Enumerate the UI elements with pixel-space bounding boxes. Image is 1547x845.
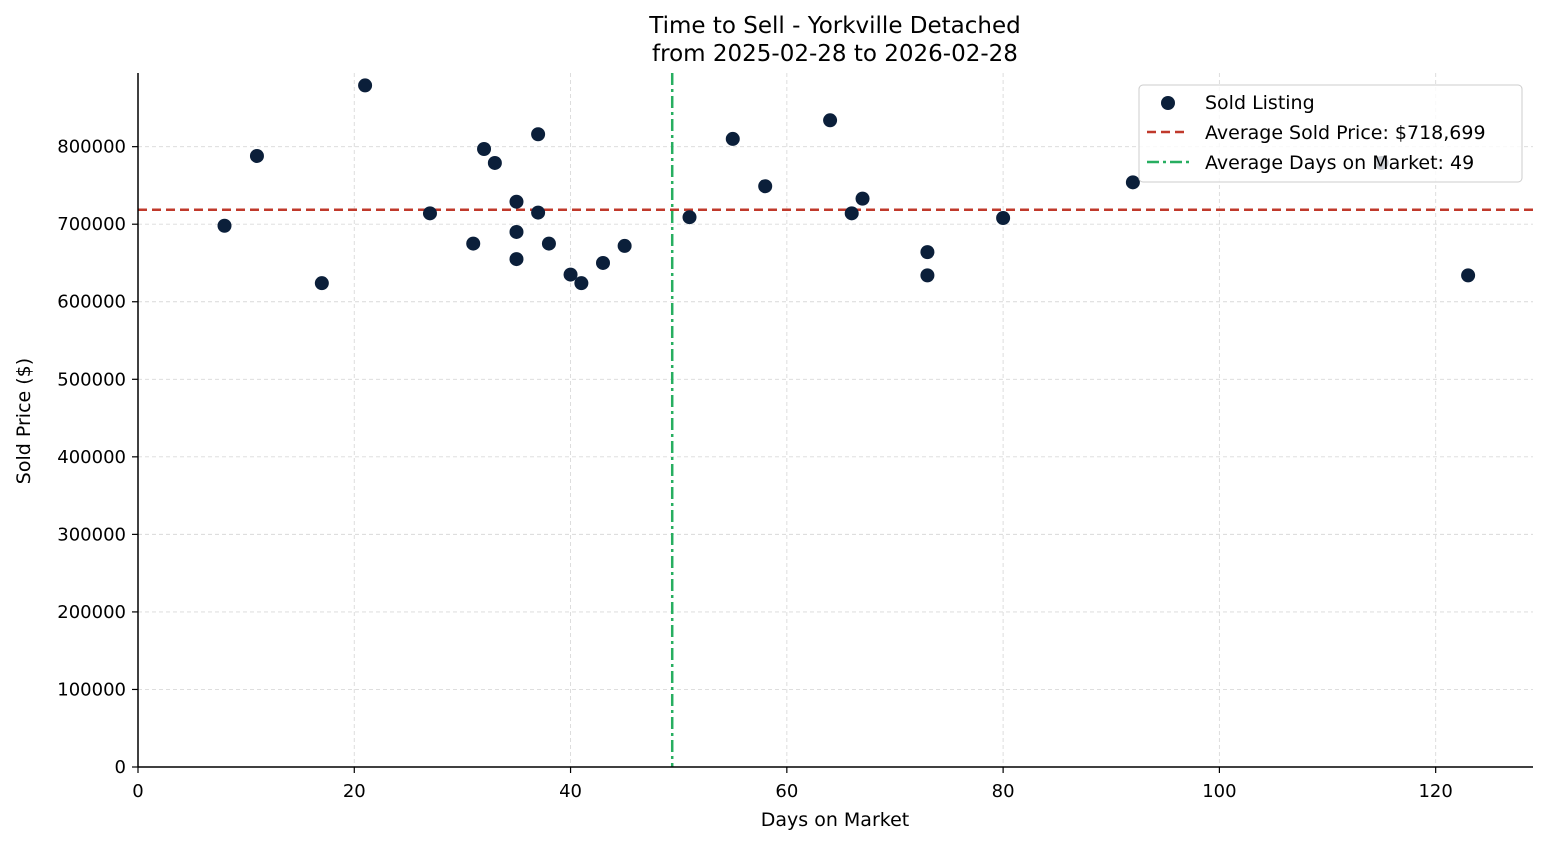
data-point <box>314 276 329 291</box>
y-tick-label: 800000 <box>57 137 126 158</box>
data-point <box>249 148 264 163</box>
data-point <box>509 194 524 209</box>
data-point <box>758 179 773 194</box>
y-tick-label: 700000 <box>57 214 126 235</box>
legend-label-sold-listing: Sold Listing <box>1205 92 1315 114</box>
data-point <box>541 236 556 251</box>
x-tick-label: 100 <box>1202 781 1236 802</box>
data-point <box>920 268 935 283</box>
x-tick-label: 20 <box>343 781 366 802</box>
data-point <box>217 218 232 233</box>
data-point <box>682 210 697 225</box>
data-point <box>996 211 1011 226</box>
data-point <box>1125 175 1140 190</box>
data-point <box>509 224 524 239</box>
x-tick-label: 120 <box>1418 781 1452 802</box>
data-point <box>358 78 373 93</box>
reference-lines <box>138 73 1533 767</box>
x-tick-label: 0 <box>132 781 143 802</box>
legend-label-avg-days: Average Days on Market: 49 <box>1205 152 1474 174</box>
data-point <box>531 205 546 220</box>
data-point <box>823 113 838 128</box>
x-tick-label: 60 <box>775 781 798 802</box>
legend-marker-sold-listing <box>1161 96 1175 110</box>
data-point <box>509 252 524 267</box>
x-tick-label: 80 <box>992 781 1015 802</box>
legend-label-avg-price: Average Sold Price: $718,699 <box>1205 122 1486 144</box>
data-point <box>574 276 589 291</box>
data-point <box>466 236 481 251</box>
y-tick-label: 500000 <box>57 369 126 390</box>
data-point <box>920 245 935 260</box>
y-tick-label: 100000 <box>57 679 126 700</box>
chart-subtitle: from 2025-02-28 to 2026-02-28 <box>652 41 1018 67</box>
y-tick-label: 400000 <box>57 447 126 468</box>
data-point <box>563 267 578 282</box>
data-point <box>477 141 492 156</box>
y-tick-label: 200000 <box>57 602 126 623</box>
y-tick-label: 0 <box>115 757 126 778</box>
chart-title: Time to Sell - Yorkville Detached <box>648 13 1020 39</box>
grid <box>138 73 1533 767</box>
y-tick-label: 300000 <box>57 524 126 545</box>
data-point <box>422 206 437 221</box>
data-point <box>487 155 502 170</box>
legend-box <box>1138 84 1523 183</box>
data-point <box>1461 268 1476 283</box>
data-point <box>617 238 632 253</box>
axes: 0 20 40 60 80 100 120 0 100000 200000 300000 400000… <box>57 73 1533 802</box>
x-tick-label: 40 <box>559 781 582 802</box>
y-axis-label: Sold Price ($) <box>13 358 35 484</box>
data-point <box>596 255 610 270</box>
data-point <box>725 131 740 146</box>
y-tick-label: 600000 <box>57 292 126 313</box>
data-point <box>844 206 859 221</box>
x-axis-label: Days on Market <box>761 809 909 831</box>
data-points <box>217 78 1476 291</box>
legend: Sold Listing Average Sold Price: $718,69… <box>1138 84 1523 183</box>
data-point <box>531 127 546 142</box>
data-point <box>855 191 870 206</box>
